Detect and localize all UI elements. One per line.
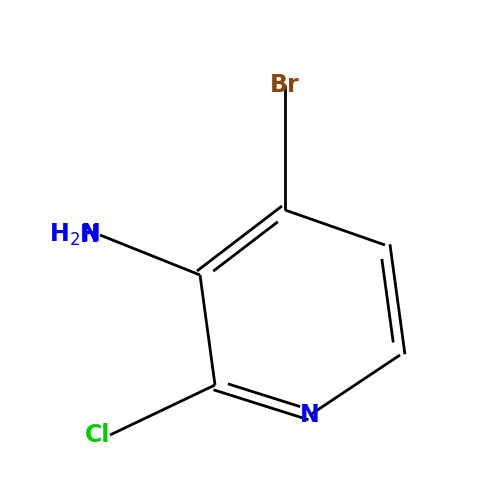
Text: Br: Br	[270, 73, 300, 97]
Text: Cl: Cl	[84, 423, 110, 447]
Text: N: N	[300, 403, 320, 427]
Text: H$_2$N: H$_2$N	[49, 222, 100, 248]
Text: H: H	[80, 223, 100, 247]
